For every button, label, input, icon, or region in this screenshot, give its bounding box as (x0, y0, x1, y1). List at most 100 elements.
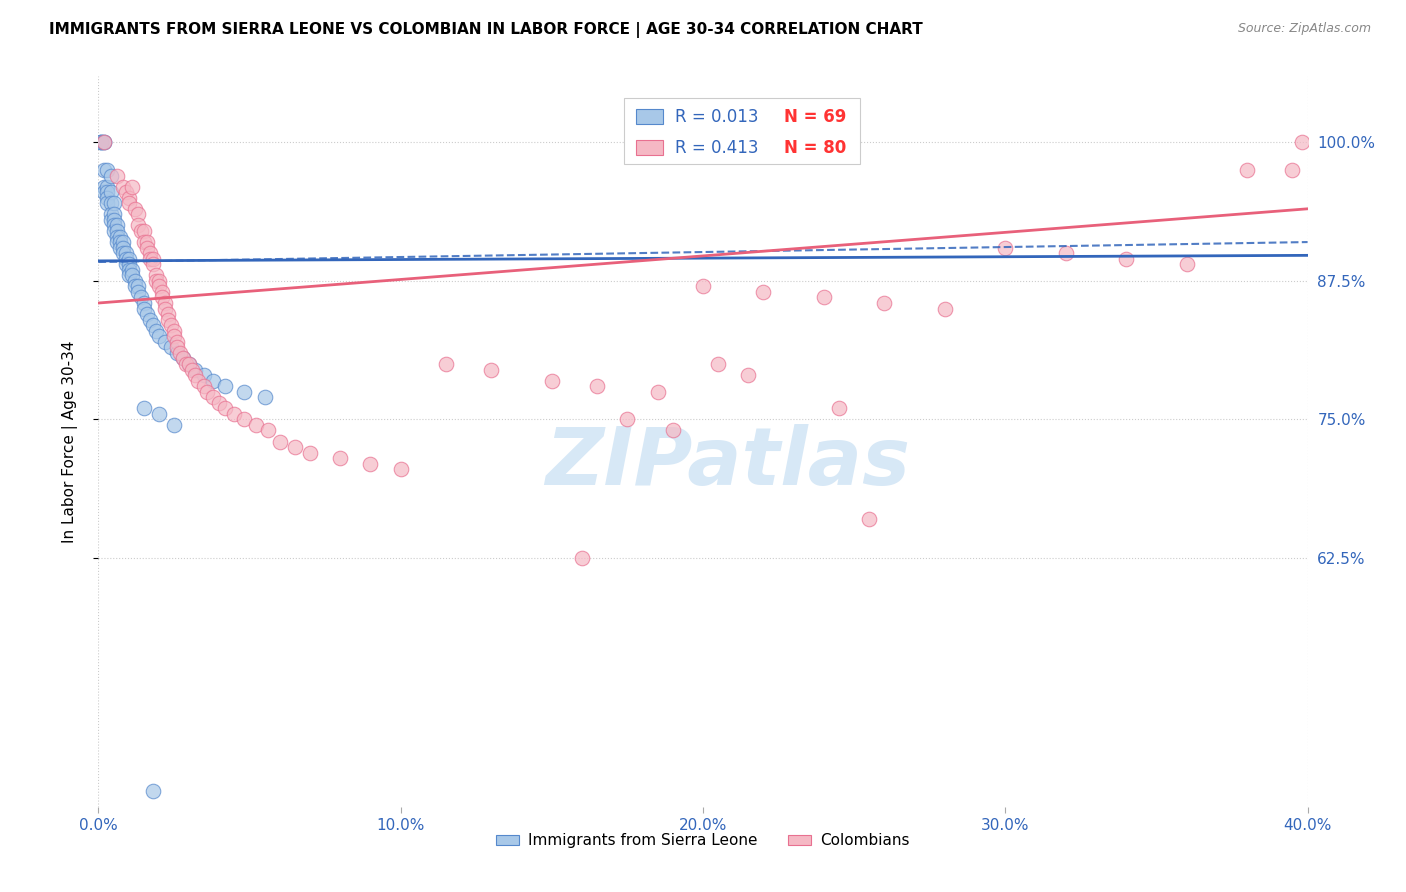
Point (1054, 246, 1077, 260)
Point (132, 401, 155, 416)
Point (692, 279, 714, 293)
Point (139, 312, 162, 326)
Point (224, 407, 246, 421)
Point (360, 457, 382, 471)
Point (737, 368, 759, 382)
Point (202, 390, 225, 404)
Point (93, 136, 115, 150)
Point (174, 357, 197, 371)
Point (96, 191, 118, 205)
Point (148, 279, 170, 293)
Point (858, 512, 880, 526)
Point (253, 390, 276, 404)
Point (540, 374, 562, 388)
Point (121, 262, 143, 277)
Point (245, 417, 267, 432)
Point (214, 379, 236, 393)
Point (934, 301, 956, 316)
Point (156, 312, 179, 326)
Point (208, 396, 231, 410)
Point (132, 235, 155, 249)
Point (389, 462, 412, 476)
Point (145, 274, 167, 288)
Point (256, 424, 278, 438)
Text: R = 0.013: R = 0.013 (675, 108, 759, 126)
Point (93, 179, 115, 194)
Point (142, 318, 165, 333)
Point (232, 412, 254, 426)
Point (153, 296, 176, 310)
Point (118, 191, 141, 205)
Point (93, 185, 115, 199)
Point (124, 274, 146, 288)
Point (160, 340, 183, 354)
Point (172, 351, 194, 366)
Point (1236, 163, 1258, 178)
Point (481, 362, 503, 376)
Point (118, 257, 141, 271)
Point (90, 136, 112, 150)
Point (90, 136, 112, 150)
Point (172, 351, 194, 366)
Text: IMMIGRANTS FROM SIERRA LEONE VS COLOMBIAN IN LABOR FORCE | AGE 30-34 CORRELATION: IMMIGRANTS FROM SIERRA LEONE VS COLOMBIA… (49, 22, 922, 38)
Point (153, 301, 176, 316)
Point (132, 301, 155, 316)
Point (179, 357, 201, 371)
Point (148, 407, 170, 421)
Point (269, 434, 291, 449)
Point (121, 179, 143, 194)
Point (193, 379, 215, 393)
Point (179, 357, 201, 371)
Point (284, 440, 307, 454)
Point (1175, 257, 1198, 271)
Point (994, 241, 1017, 255)
Point (90, 136, 112, 150)
Point (707, 357, 730, 371)
Legend: Immigrants from Sierra Leone, Colombians: Immigrants from Sierra Leone, Colombians (491, 827, 915, 855)
Point (1281, 163, 1303, 178)
Point (103, 207, 125, 221)
Point (127, 207, 149, 221)
Y-axis label: In Labor Force | Age 30-34: In Labor Force | Age 30-34 (62, 340, 77, 543)
Point (184, 368, 207, 382)
Point (813, 290, 835, 304)
Point (103, 219, 125, 233)
Point (132, 224, 155, 238)
Point (118, 262, 141, 277)
Point (100, 185, 122, 199)
Point (135, 307, 157, 321)
Point (586, 379, 609, 393)
Point (166, 346, 188, 360)
Point (105, 219, 128, 233)
Point (184, 362, 207, 376)
Point (160, 318, 183, 333)
Point (118, 268, 141, 283)
Point (118, 252, 141, 266)
Point (661, 424, 683, 438)
Point (202, 374, 225, 388)
FancyBboxPatch shape (637, 110, 664, 124)
Point (148, 329, 170, 343)
Point (100, 196, 122, 211)
Point (145, 268, 167, 283)
Point (105, 169, 128, 183)
Point (828, 401, 851, 416)
Point (96, 179, 118, 194)
Point (193, 368, 215, 382)
Point (139, 246, 162, 260)
Point (100, 207, 122, 221)
Point (127, 285, 149, 299)
Point (93, 136, 115, 150)
Point (150, 290, 173, 304)
Point (96, 185, 118, 199)
Point (166, 340, 188, 354)
Point (114, 185, 136, 199)
Point (571, 550, 593, 565)
Point (103, 224, 125, 238)
Text: ZIPatlas: ZIPatlas (544, 425, 910, 502)
Point (150, 285, 173, 299)
Point (214, 401, 236, 416)
Point (127, 279, 149, 293)
Text: Source: ZipAtlas.com: Source: ZipAtlas.com (1237, 22, 1371, 36)
Point (111, 179, 134, 194)
